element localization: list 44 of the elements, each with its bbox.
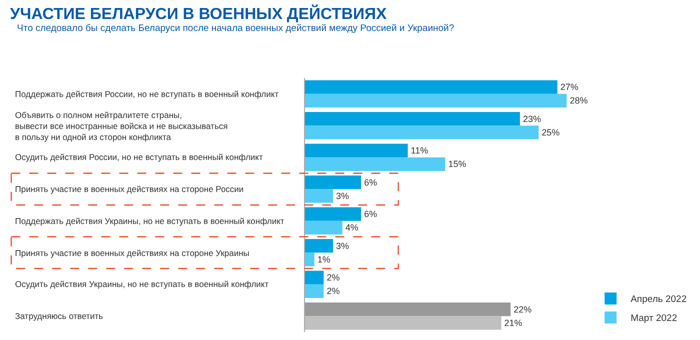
- data-label: 15%: [448, 159, 466, 170]
- bar: [305, 207, 362, 221]
- data-label: 21%: [504, 318, 522, 328]
- data-label: 28%: [570, 96, 588, 106]
- bar: [305, 302, 511, 316]
- chart-title: УЧАСТИЕ БЕЛАРУСИ В ВОЕННЫХ ДЕЙСТВИЯХ: [10, 4, 387, 24]
- bar: [305, 220, 342, 235]
- y-tick-label: Принять участие в военных действиях на стороне Украины: [15, 248, 250, 258]
- data-label: 3%: [336, 240, 350, 251]
- y-tick-label: Осудить действия Украины, но не вступать в военный конфликт: [15, 279, 269, 289]
- legend-label: Апрель 2022: [630, 294, 687, 306]
- bar: [305, 316, 502, 330]
- bar: [305, 270, 324, 284]
- data-label: 11%: [410, 146, 428, 156]
- chart-subtitle: Что следовало бы сделать Беларуси после начала военных действий между Россией и Украиной?: [17, 23, 454, 34]
- y-tick-label: Поддержать действия России, но не вступать в военный конфликт: [15, 89, 279, 99]
- data-label: 22%: [514, 304, 532, 314]
- bar: [305, 157, 446, 172]
- y-tick-label: Принять участие в военных действиях на стороне России: [15, 184, 244, 194]
- data-label: 27%: [560, 82, 578, 92]
- data-label: 1%: [317, 254, 330, 264]
- bar: [305, 238, 334, 253]
- data-label: 2%: [326, 286, 340, 296]
- bar: [305, 252, 314, 266]
- data-label: 2%: [326, 272, 340, 283]
- data-label: 6%: [364, 209, 378, 220]
- bar: [305, 175, 362, 190]
- bar: [305, 126, 539, 140]
- bar: [305, 112, 520, 126]
- data-label: 25%: [542, 127, 560, 138]
- bar: [305, 144, 408, 158]
- y-tick-label: Осудить действия России, но не вступать в военный конфликт: [15, 152, 263, 162]
- bar: [305, 189, 334, 203]
- bar: [305, 80, 558, 94]
- bar: [305, 284, 324, 298]
- y-tick-label: Затрудняюсь ответить: [15, 311, 104, 321]
- data-label: 23%: [522, 114, 541, 124]
- data-label: 3%: [336, 190, 350, 201]
- y-tick-label: Поддержать действия Украины, но не вступать в военный конфликт: [15, 216, 284, 226]
- bar: [305, 94, 567, 108]
- legend-label: Март 2022: [630, 313, 678, 324]
- data-label: 4%: [345, 222, 358, 233]
- y-tick-label: Объявить о полном нейтралитете страны, вывести все иностранные войска и не высказываться в пользу ни одной из сторон конфликта: [15, 110, 228, 142]
- data-label: 6%: [364, 177, 378, 188]
